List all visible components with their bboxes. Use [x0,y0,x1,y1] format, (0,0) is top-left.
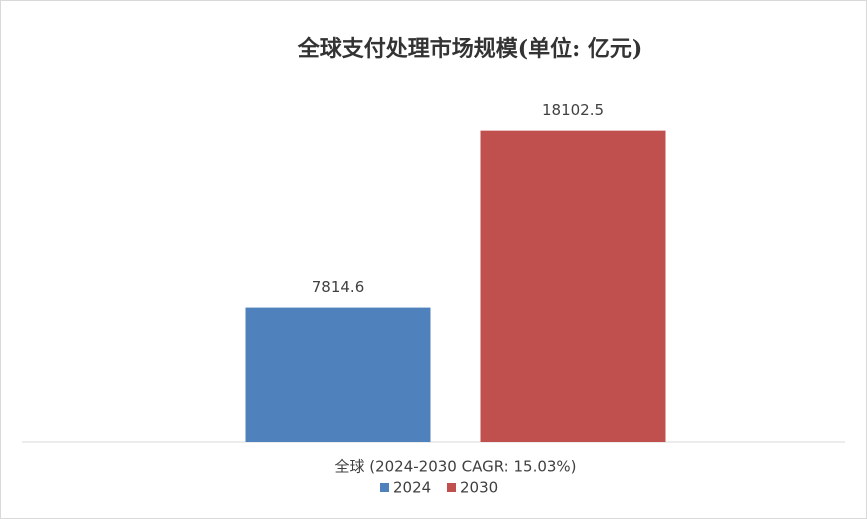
x-tick-label: 全球 (2024-2030 CAGR: 15.03%) [334,458,576,476]
bar [245,307,431,442]
bar [480,130,666,442]
legend-swatch [447,483,456,492]
legend-swatch [380,483,389,492]
data-label: 18102.5 [542,101,604,119]
legend-label: 2030 [460,479,498,497]
data-label: 7814.6 [312,278,365,296]
chart-title: 全球支付处理市场规模(单位: 亿元) [297,36,643,62]
legend-label: 2024 [393,479,431,497]
